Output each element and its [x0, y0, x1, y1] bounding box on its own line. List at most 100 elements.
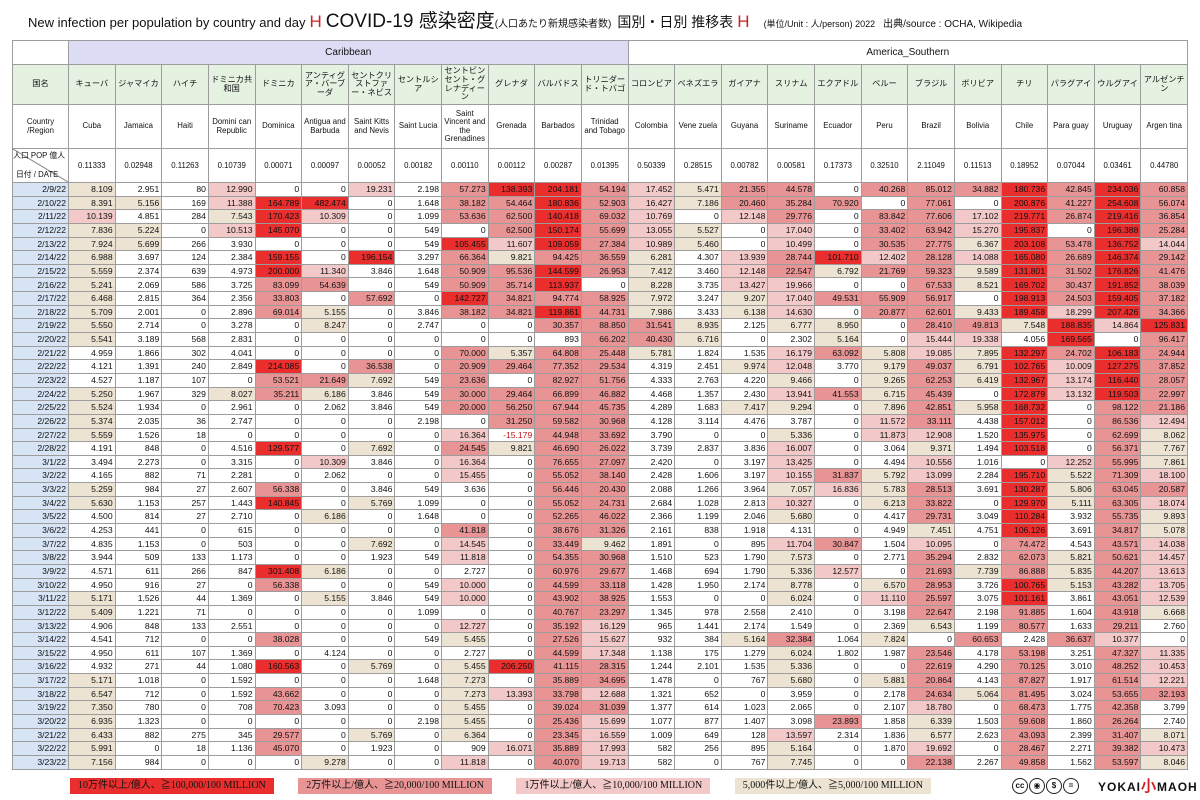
value-cell: 2.284 — [953, 468, 1002, 484]
value-cell: 29.211 — [1093, 618, 1142, 634]
value-cell: 2.951 — [114, 182, 163, 197]
population-cell: 0.02948 — [114, 148, 163, 183]
value-cell: 4.041 — [207, 345, 256, 361]
value-cell: 240 — [161, 359, 209, 374]
value-cell: 0 — [394, 741, 442, 756]
value-cell: 2.832 — [953, 550, 1002, 565]
value-cell: 33.822 — [907, 495, 955, 511]
population-cell: 0.17373 — [814, 148, 862, 183]
date-cell: 2/15/22 — [12, 263, 69, 279]
value-cell: 129.970 — [1000, 495, 1049, 511]
value-cell: 0 — [814, 618, 862, 634]
page-header: New infection per population by country … — [0, 0, 1200, 36]
value-cell: 29.731 — [907, 509, 955, 525]
value-cell: 6.419 — [953, 372, 1002, 388]
value-cell: 1.520 — [953, 427, 1002, 443]
table-row: 3/6/22 4.253 441 0 615 0 0 0 0 41.818 0 38.676 31.32… — [12, 523, 1188, 538]
country-en-name: Dominica — [254, 104, 303, 149]
value-cell: 5.680 — [767, 509, 815, 525]
value-cell: 0 — [254, 713, 303, 729]
value-cell: 49.813 — [953, 318, 1002, 334]
value-cell: 1.790 — [720, 563, 769, 579]
value-cell: 5.769 — [347, 727, 396, 743]
table-row: 2/28/22 4.191 848 0 4.516 129.577 0 7.692 0 24.54… — [12, 441, 1188, 456]
value-cell: 3.846 — [347, 263, 396, 279]
legend-10k: 1万件以上/億人、≧10,000/100 MILLION — [516, 778, 711, 794]
country-en-name: Chile — [1000, 104, 1049, 149]
value-cell: 5.241 — [68, 277, 116, 293]
date-cell: 2/19/22 — [12, 318, 69, 334]
value-cell: 63.942 — [907, 222, 955, 238]
value-cell: 329 — [161, 386, 209, 402]
value-cell: 2.430 — [720, 386, 769, 402]
value-cell: 0 — [487, 754, 536, 771]
value-cell: 128 — [720, 727, 769, 743]
value-cell: 0 — [720, 222, 769, 238]
value-cell: 53.636 — [441, 209, 489, 224]
value-cell: 0 — [161, 754, 209, 771]
value-cell: 7.692 — [347, 536, 396, 552]
value-cell: 13.055 — [627, 222, 676, 238]
value-cell: 46.022 — [580, 509, 629, 525]
value-cell: 8.778 — [767, 577, 815, 593]
value-cell: 196.388 — [1093, 222, 1142, 238]
value-cell: 3.930 — [207, 236, 256, 252]
value-cell: 0 — [254, 318, 303, 334]
value-cell: 6.777 — [767, 318, 815, 334]
value-cell: 0 — [301, 618, 349, 634]
country-en-name: Barbados — [534, 104, 582, 149]
value-cell: 2.684 — [627, 495, 676, 511]
value-cell: 0 — [254, 754, 303, 771]
value-cell: 1.428 — [627, 577, 676, 593]
value-cell: 5.455 — [441, 659, 489, 675]
value-cell: 13.425 — [767, 454, 815, 470]
value-cell: 4.220 — [720, 372, 769, 388]
value-cell: 0 — [394, 686, 442, 702]
value-cell: 364 — [161, 291, 209, 306]
value-cell: 19.338 — [953, 332, 1002, 347]
value-cell: 0 — [161, 304, 209, 320]
value-cell: 41.818 — [441, 523, 489, 538]
value-cell: 31.250 — [487, 413, 536, 429]
value-cell: 0 — [161, 222, 209, 238]
value-cell: 1.824 — [674, 345, 722, 361]
value-cell: 3.725 — [207, 277, 256, 293]
value-cell: 1.199 — [674, 509, 722, 525]
value-cell: 3.198 — [860, 604, 909, 620]
value-cell: 4.476 — [720, 413, 769, 429]
value-cell: 180.736 — [1000, 182, 1049, 197]
value-cell: 19.692 — [907, 741, 955, 756]
value-cell: 165.080 — [1000, 250, 1049, 265]
value-cell: 6.138 — [720, 304, 769, 320]
diagonal-divider — [13, 149, 68, 182]
region-row: Caribbean America_Southern — [12, 40, 1188, 65]
value-cell: 0 — [1000, 454, 1049, 470]
value-cell: 59.608 — [1000, 713, 1049, 729]
value-cell: 0 — [254, 182, 303, 197]
value-cell: 932 — [627, 632, 676, 647]
value-cell: 11.340 — [301, 263, 349, 279]
population-cell: 0.28515 — [674, 148, 722, 183]
value-cell: 43.282 — [1093, 577, 1142, 593]
value-cell: 1.950 — [674, 577, 722, 593]
value-cell: 219.416 — [1093, 209, 1142, 224]
value-cell: 37.852 — [1140, 359, 1188, 374]
value-cell: 3.846 — [394, 304, 442, 320]
value-cell: 0 — [814, 754, 862, 771]
value-cell: 0 — [394, 454, 442, 470]
value-cell: 8.046 — [1140, 754, 1188, 771]
date-cell: 2/20/22 — [12, 332, 69, 347]
value-cell: 984 — [114, 754, 163, 771]
value-cell: 169 — [161, 195, 209, 211]
value-cell: 0 — [114, 741, 163, 756]
value-cell: 12.990 — [207, 182, 256, 197]
value-cell: 0 — [814, 686, 862, 702]
value-cell: 0 — [254, 332, 303, 347]
value-cell: 204.181 — [534, 182, 582, 197]
value-cell: 1.199 — [953, 618, 1002, 634]
value-cell: 9.466 — [767, 372, 815, 388]
value-cell: 7.573 — [767, 550, 815, 565]
value-cell: 882 — [114, 468, 163, 484]
value-cell: 4.178 — [953, 645, 1002, 661]
value-cell: 16.071 — [487, 741, 536, 756]
